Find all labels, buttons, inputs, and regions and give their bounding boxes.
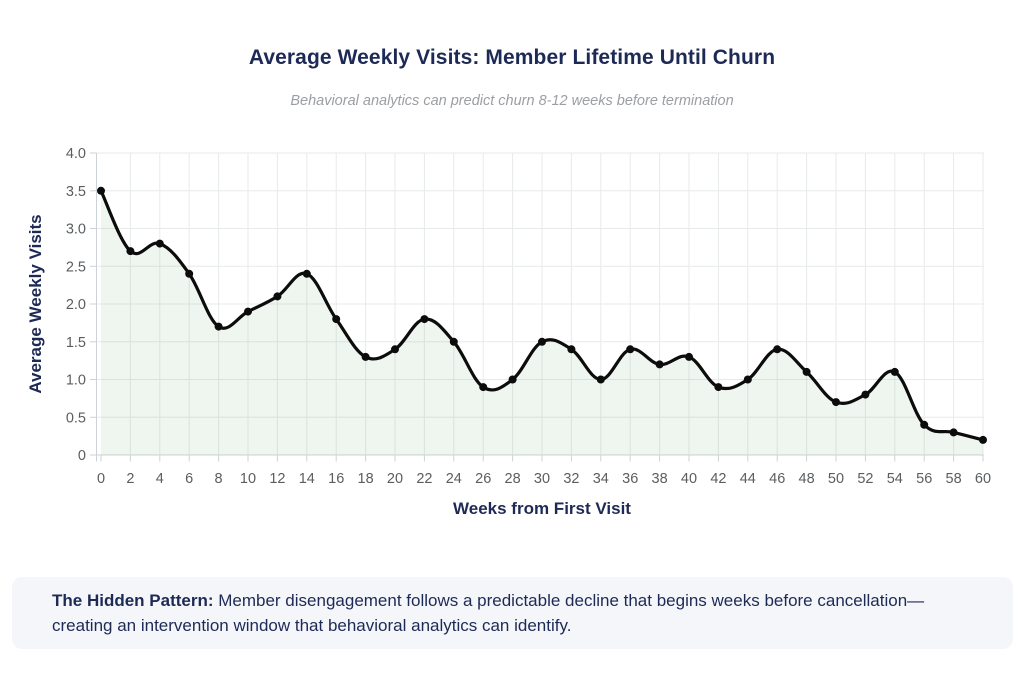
y-tick-label: 1.0 — [66, 373, 86, 389]
data-point — [832, 398, 840, 407]
y-tick-label: 3.0 — [66, 222, 86, 238]
x-tick-label: 6 — [185, 471, 193, 487]
x-tick-label: 18 — [358, 471, 374, 487]
y-axis-title: Average Weekly Visits — [26, 214, 45, 393]
x-tick-label: 42 — [710, 471, 726, 487]
x-tick-label: 16 — [328, 471, 344, 487]
data-point — [449, 337, 458, 346]
data-point — [685, 352, 693, 361]
data-point — [538, 337, 546, 346]
x-tick-label: 8 — [215, 471, 223, 487]
data-point — [508, 375, 517, 384]
x-tick-label: 2 — [126, 471, 134, 487]
data-point — [361, 352, 370, 361]
data-point — [126, 247, 135, 256]
data-point — [273, 292, 282, 301]
x-tick-label: 32 — [563, 471, 579, 487]
chart-subtitle: Behavioral analytics can predict churn 8… — [290, 93, 734, 109]
data-point — [244, 307, 252, 316]
x-tick-label: 10 — [240, 471, 256, 487]
data-point — [332, 315, 341, 324]
x-tick-label: 40 — [681, 471, 697, 487]
y-tick-label: 3.5 — [66, 184, 86, 200]
x-tick-label: 14 — [299, 471, 315, 487]
data-point — [214, 322, 223, 331]
x-tick-label: 58 — [946, 471, 962, 487]
x-tick-label: 56 — [916, 471, 932, 487]
data-point — [567, 345, 576, 354]
x-tick-label: 46 — [769, 471, 785, 487]
x-tick-label: 48 — [799, 471, 815, 487]
data-point — [949, 428, 958, 437]
x-tick-label: 52 — [857, 471, 873, 487]
data-point — [97, 186, 105, 195]
data-point — [890, 367, 899, 376]
x-tick-label: 34 — [593, 471, 609, 487]
x-tick-label: 44 — [740, 471, 756, 487]
insight-callout: The Hidden Pattern: Member disengagement… — [12, 577, 1013, 649]
y-tick-label: 4.0 — [66, 146, 86, 162]
data-point — [391, 345, 399, 354]
data-point — [743, 375, 752, 384]
x-tick-label: 20 — [387, 471, 403, 487]
data-point — [185, 269, 194, 278]
data-point — [626, 345, 635, 354]
x-tick-label: 36 — [622, 471, 638, 487]
data-point — [773, 345, 782, 354]
x-tick-label: 12 — [269, 471, 285, 487]
insight-callout-body: Member disengagement follows a predictab… — [52, 591, 925, 635]
x-tick-label: 54 — [887, 471, 903, 487]
x-tick-label: 0 — [97, 471, 105, 487]
data-point — [596, 375, 605, 384]
data-point — [420, 315, 429, 324]
x-tick-label: 60 — [975, 471, 991, 487]
x-tick-label: 26 — [475, 471, 491, 487]
x-tick-label: 4 — [156, 471, 164, 487]
x-tick-label: 30 — [534, 471, 550, 487]
x-tick-label: 24 — [446, 471, 462, 487]
data-point — [920, 420, 929, 429]
weekly-visits-line-chart: 00.51.01.52.02.53.03.54.00 2 4 6 8 10 12 14 16 18… — [26, 146, 991, 518]
data-point — [302, 269, 311, 278]
x-axis-title: Weeks from First Visit — [453, 499, 631, 518]
y-tick-label: 2.5 — [66, 259, 86, 275]
data-point — [802, 367, 811, 376]
data-point — [655, 360, 664, 369]
x-tick-label: 38 — [652, 471, 668, 487]
data-point — [979, 435, 987, 444]
y-tick-label: 2.0 — [66, 297, 86, 313]
x-tick-label: 22 — [416, 471, 432, 487]
x-grid: 0 2 4 6 8 10 12 14 16 18 20 22 24 26 28 30 32 34 36 38 40 42 4… — [97, 153, 991, 487]
y-tick-label: 1.5 — [66, 335, 86, 351]
data-point — [155, 239, 164, 248]
insight-callout-lead: The Hidden Pattern: — [52, 591, 214, 610]
data-point — [479, 383, 488, 392]
data-point — [714, 383, 723, 392]
y-tick-label: 0 — [78, 448, 86, 464]
area-fill — [101, 190, 983, 456]
x-tick-label: 50 — [828, 471, 844, 487]
chart-title: Average Weekly Visits: Member Lifetime U… — [248, 46, 776, 69]
data-point — [861, 390, 870, 399]
data-points — [97, 186, 987, 444]
x-tick-label: 28 — [505, 471, 521, 487]
y-tick-label: 0.5 — [66, 410, 86, 426]
